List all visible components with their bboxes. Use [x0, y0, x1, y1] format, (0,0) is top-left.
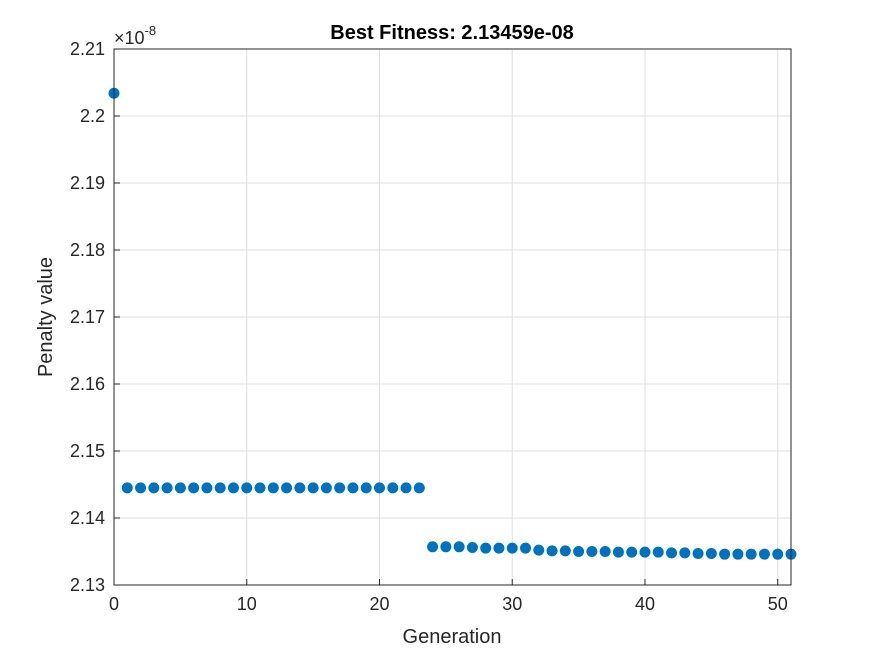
- data-point: [161, 482, 173, 494]
- data-point: [612, 546, 624, 558]
- x-tick-label: 0: [109, 594, 119, 614]
- x-tick-label: 40: [635, 594, 655, 614]
- data-point: [745, 548, 757, 560]
- data-point: [546, 545, 558, 557]
- data-markers: [108, 87, 797, 560]
- data-point: [679, 547, 691, 559]
- data-point: [440, 541, 452, 553]
- x-tick-label: 30: [502, 594, 522, 614]
- data-point: [387, 482, 399, 494]
- data-point: [493, 542, 505, 554]
- data-point: [719, 548, 731, 560]
- y-tick-label: 2.18: [70, 240, 105, 260]
- chart-title: Best Fitness: 2.13459e-08: [330, 22, 573, 44]
- data-point: [135, 482, 147, 494]
- data-point: [267, 482, 279, 494]
- y-tick-label: 2.21: [70, 39, 105, 59]
- data-point: [480, 542, 492, 554]
- ticks: 0 10 20 30 40 50 2.13 2.14 2.15 2.16 2.17 2.18 2.19 2…: [70, 39, 788, 614]
- data-point: [294, 482, 306, 494]
- y-tick-label: 2.13: [70, 575, 105, 595]
- data-point: [148, 482, 160, 494]
- x-tick-label: 10: [237, 594, 257, 614]
- y-tick-label: 2.14: [70, 508, 105, 528]
- data-point: [307, 482, 319, 494]
- data-point: [413, 482, 425, 494]
- y-exponent-label: ×10-8: [114, 23, 156, 48]
- x-tick-label: 20: [369, 594, 389, 614]
- data-point: [373, 482, 385, 494]
- data-point: [427, 541, 439, 553]
- x-tick-label: 50: [768, 594, 788, 614]
- y-tick-label: 2.17: [70, 307, 105, 327]
- data-point: [506, 542, 518, 554]
- data-point: [254, 482, 266, 494]
- data-point: [453, 541, 465, 553]
- data-point: [174, 482, 186, 494]
- data-point: [772, 548, 784, 560]
- data-point: [533, 544, 545, 556]
- data-point: [626, 546, 638, 558]
- data-point: [732, 548, 744, 560]
- data-point: [599, 546, 611, 557]
- y-tick-label: 2.19: [70, 173, 105, 193]
- data-point: [520, 542, 532, 554]
- data-point: [705, 548, 717, 560]
- data-point: [586, 546, 598, 557]
- data-point: [466, 541, 478, 553]
- y-tick-label: 2.16: [70, 374, 105, 394]
- y-tick-label: 2.15: [70, 441, 105, 461]
- data-point: [188, 482, 200, 494]
- data-point: [360, 482, 372, 494]
- y-axis-label: Penalty value: [35, 257, 57, 377]
- data-point: [400, 482, 412, 494]
- data-point: [639, 546, 651, 558]
- data-point: [281, 482, 293, 494]
- data-point: [241, 482, 253, 494]
- data-point: [201, 482, 213, 494]
- data-point: [666, 547, 678, 559]
- data-point: [320, 482, 332, 494]
- y-tick-label: 2.2: [80, 106, 105, 126]
- data-point: [227, 482, 239, 494]
- data-point: [334, 482, 346, 494]
- data-point: [758, 548, 770, 560]
- data-point: [559, 545, 571, 557]
- data-point: [652, 546, 664, 558]
- data-point: [692, 548, 704, 560]
- data-point: [121, 482, 133, 494]
- x-axis-label: Generation: [403, 626, 502, 648]
- data-point: [347, 482, 359, 494]
- data-point: [214, 482, 226, 494]
- data-point: [573, 546, 585, 557]
